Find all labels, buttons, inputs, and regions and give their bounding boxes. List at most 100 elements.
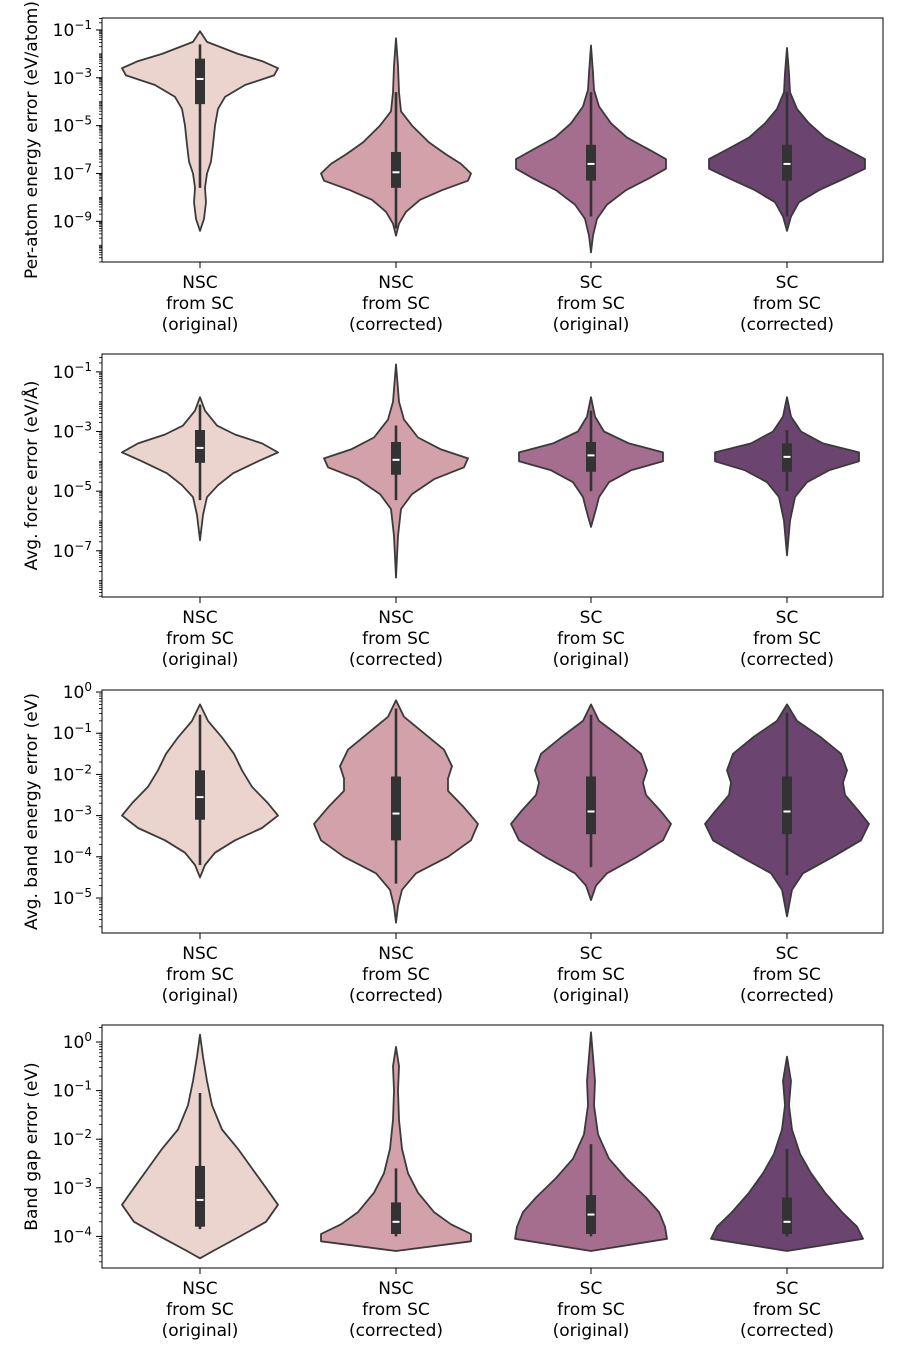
tick-exponent: −3 [74, 804, 92, 818]
tick-exponent: −3 [74, 420, 92, 434]
tick-exponent: −7 [74, 539, 92, 553]
iqr-box [782, 144, 792, 181]
tick-base: 10 [53, 807, 75, 827]
violin-body [320, 1046, 472, 1252]
violin-2 [313, 699, 479, 924]
iqr-box [391, 776, 401, 841]
violin-3 [510, 703, 672, 901]
x-tick-label: NSC [378, 608, 413, 628]
tick-exponent: −4 [74, 1224, 92, 1238]
iqr-box [391, 151, 401, 188]
axes-frame [101, 17, 884, 263]
tick-base: 10 [53, 69, 75, 89]
violin-3 [514, 1031, 668, 1252]
y-tick-label: 10−4 [53, 845, 92, 868]
x-tick-label: SC [580, 1279, 603, 1299]
tick-base: 10 [53, 765, 75, 785]
x-tick-label: SC [776, 1279, 799, 1299]
tick-base: 10 [53, 1082, 75, 1102]
tick-base: 10 [53, 164, 75, 184]
tick-exponent: −2 [74, 762, 92, 776]
x-tick-label: from SC [557, 629, 625, 649]
violin-1 [121, 30, 279, 232]
tick-base: 10 [53, 423, 75, 443]
iqr-box [586, 776, 596, 835]
tick-base: 10 [53, 1130, 75, 1150]
tick-base: 10 [53, 482, 75, 502]
violin-2 [320, 1046, 472, 1252]
tick-base: 10 [53, 1179, 75, 1199]
y-axis-label: Avg. band energy error (eV) [22, 693, 42, 930]
tick-base: 10 [53, 542, 75, 562]
y-tick-label: 10−4 [53, 1224, 92, 1247]
x-tick-label: from SC [166, 294, 234, 314]
y-tick-label: 10−1 [53, 721, 92, 744]
x-tick-label: NSC [378, 944, 413, 964]
x-tick-label: (corrected) [349, 1321, 443, 1341]
x-tick-label: SC [776, 944, 799, 964]
iqr-box [195, 430, 205, 463]
iqr-box [391, 1202, 401, 1234]
violin-2 [320, 37, 472, 237]
y-tick-label: 10−5 [53, 886, 92, 909]
x-tick-label: (original) [162, 650, 239, 670]
tick-exponent: −3 [74, 66, 92, 80]
iqr-box [782, 776, 792, 835]
x-tick-label: SC [580, 944, 603, 964]
y-tick-label: 10−3 [53, 420, 92, 443]
tick-base: 10 [63, 683, 85, 703]
tick-base: 10 [53, 724, 75, 744]
tick-exponent: 0 [84, 1030, 92, 1044]
tick-exponent: −1 [74, 721, 92, 735]
tick-exponent: −5 [74, 114, 92, 128]
x-tick-label: (corrected) [740, 986, 834, 1006]
violin-4 [704, 703, 870, 918]
x-tick-label: (original) [553, 1321, 630, 1341]
x-tick-label: SC [776, 273, 799, 293]
y-axis-label: Band gap error (eV) [22, 1062, 42, 1230]
violin-4 [714, 396, 860, 557]
x-tick-label: SC [580, 273, 603, 293]
violin-1 [121, 396, 279, 542]
x-tick-label: SC [776, 608, 799, 628]
x-tick-label: from SC [753, 294, 821, 314]
x-tick-label: from SC [753, 1300, 821, 1320]
axes-frame [101, 353, 884, 598]
tick-exponent: 0 [84, 680, 92, 694]
x-tick-label: NSC [378, 1279, 413, 1299]
iqr-box [586, 144, 596, 181]
x-tick-label: from SC [557, 965, 625, 985]
x-tick-label: from SC [753, 629, 821, 649]
y-tick-label: 10−1 [53, 18, 92, 41]
x-tick-label: from SC [362, 965, 430, 985]
iqr-box [195, 770, 205, 820]
x-tick-label: (corrected) [349, 315, 443, 335]
x-tick-label: (original) [162, 1321, 239, 1341]
x-tick-label: NSC [182, 273, 217, 293]
y-tick-label: 10−3 [53, 66, 92, 89]
violin-3 [515, 44, 667, 254]
tick-base: 10 [53, 848, 75, 868]
violin-1 [121, 703, 279, 879]
iqr-box [195, 1165, 205, 1227]
x-tick-label: from SC [362, 1300, 430, 1320]
y-tick-label: 10−1 [53, 1079, 92, 1102]
violin-2 [323, 363, 469, 579]
x-tick-label: (corrected) [349, 650, 443, 670]
iqr-box [782, 1197, 792, 1234]
y-axis-label: Per-atom energy error (eV/atom) [22, 1, 42, 279]
tick-exponent: −2 [74, 1127, 92, 1141]
x-tick-label: (original) [162, 315, 239, 335]
violin-1 [121, 1033, 279, 1260]
y-tick-label: 100 [63, 1030, 92, 1053]
x-tick-label: (corrected) [349, 986, 443, 1006]
tick-exponent: −4 [74, 845, 92, 859]
violin-3 [518, 396, 664, 528]
x-tick-label: from SC [166, 629, 234, 649]
x-tick-label: (corrected) [740, 1321, 834, 1341]
y-tick-label: 10−3 [53, 1176, 92, 1199]
tick-base: 10 [53, 1227, 75, 1247]
x-tick-label: (original) [553, 315, 630, 335]
y-tick-label: 10−2 [53, 762, 92, 785]
tick-base: 10 [53, 363, 75, 383]
